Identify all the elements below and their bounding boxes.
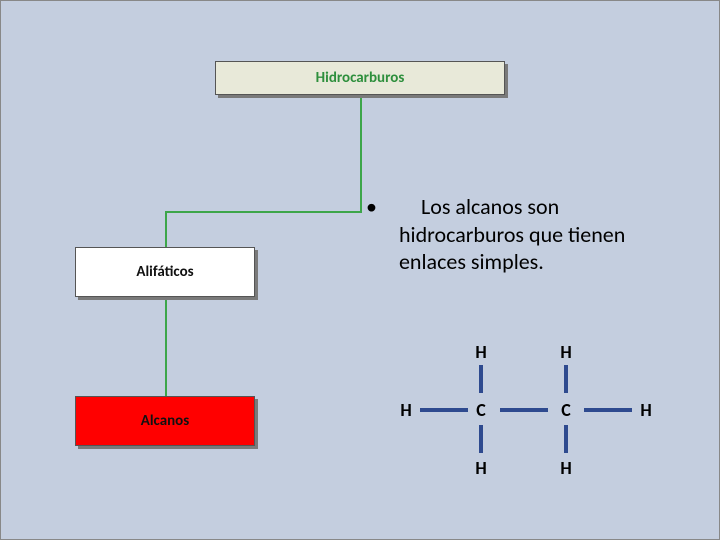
atom-h-top-1: H <box>471 341 491 363</box>
atom-h-bot-2: H <box>556 457 576 479</box>
connector-title-down <box>360 98 362 213</box>
connector-alif-to-alcanos <box>165 300 167 396</box>
bond-v-bot-2 <box>564 425 568 453</box>
bond-h-left <box>420 408 468 412</box>
node-title-label: Hidrocarburos <box>316 69 405 87</box>
atom-c-2: C <box>556 399 576 421</box>
node-hidrocarburos: Hidrocarburos <box>215 61 505 95</box>
bullet-marker: • <box>366 193 394 221</box>
node-alifaticos-label: Alifáticos <box>136 263 193 281</box>
atom-h-left: H <box>396 399 416 421</box>
description-text: • Los alcanos son hidrocarburos que tien… <box>366 193 686 276</box>
atom-c-1: C <box>471 399 491 421</box>
bullet-body: Los alcanos son hidrocarburos que tienen… <box>399 193 659 276</box>
bond-h-mid <box>500 408 548 412</box>
bond-v-top-1 <box>479 365 483 393</box>
bond-v-bot-1 <box>479 425 483 453</box>
connector-h1 <box>165 211 362 213</box>
node-alcanos: Alcanos <box>75 396 255 446</box>
connector-to-alif <box>165 211 167 247</box>
node-alifaticos: Alifáticos <box>75 247 255 297</box>
atom-h-bot-1: H <box>471 457 491 479</box>
bond-v-top-2 <box>564 365 568 393</box>
atom-h-top-2: H <box>556 341 576 363</box>
node-alcanos-label: Alcanos <box>141 412 189 430</box>
bond-h-right <box>584 408 632 412</box>
molecule-diagram: H H H C C H H H <box>396 341 676 501</box>
atom-h-right: H <box>636 399 656 421</box>
